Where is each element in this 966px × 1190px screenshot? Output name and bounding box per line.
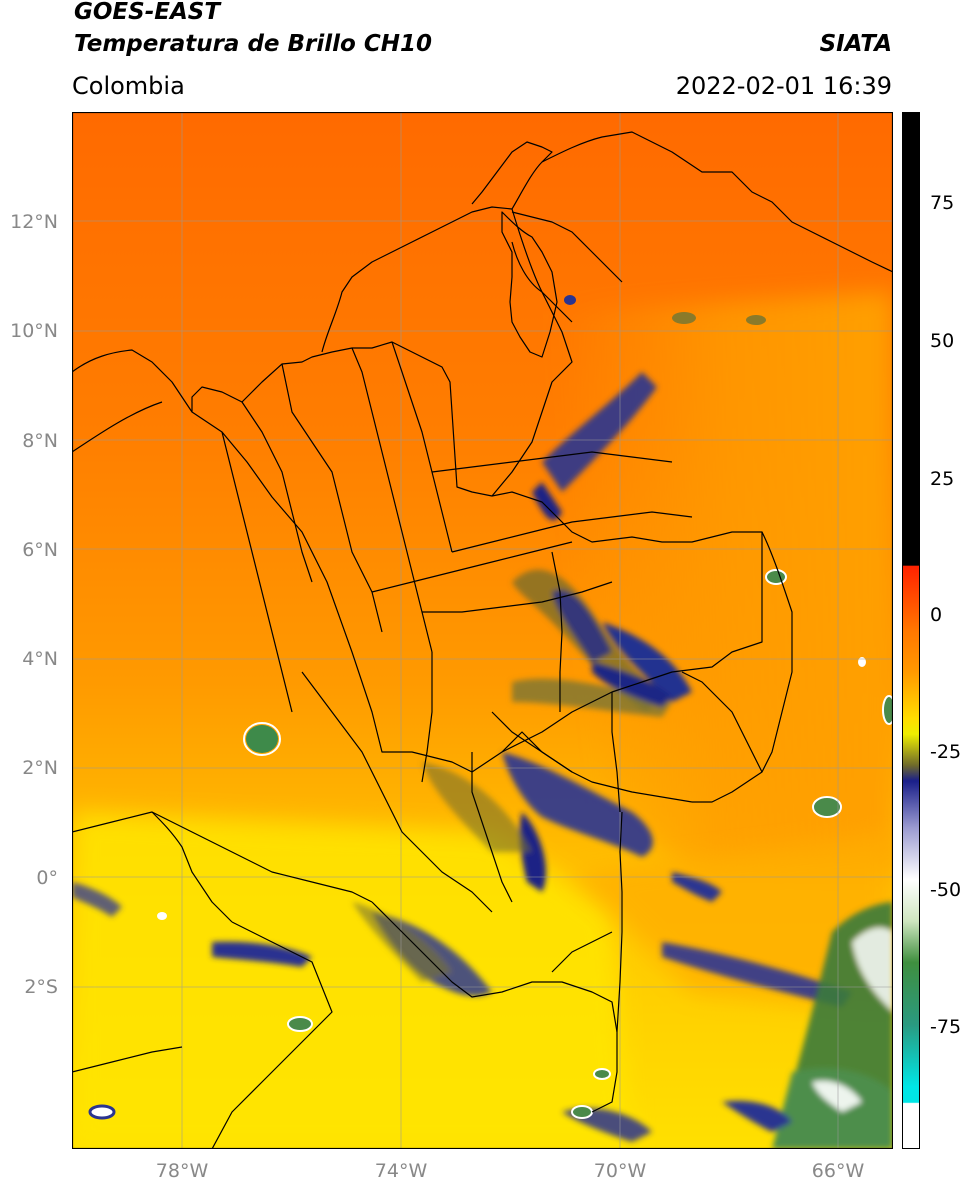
datetime-label: 2022-02-01 16:39 bbox=[675, 72, 892, 100]
colorbar-tick-minus-25: -25 bbox=[930, 741, 962, 763]
cloud-band-andes bbox=[512, 372, 692, 717]
satellite-title: GOES-EAST bbox=[74, 0, 221, 25]
cloud-deep-se bbox=[562, 902, 893, 1149]
colorbar-tick-minus-50: -50 bbox=[930, 879, 962, 901]
brightness-temperature-map bbox=[72, 112, 893, 1149]
agency-label: SIATA bbox=[819, 31, 892, 57]
lon-tick-66w: 66°W bbox=[811, 1160, 865, 1182]
lat-tick-4n: 4°N bbox=[22, 648, 58, 670]
lat-tick-6n: 6°N bbox=[22, 539, 58, 561]
colorbar-tick-25: 25 bbox=[930, 468, 955, 490]
lon-tick-78w: 78°W bbox=[155, 1160, 209, 1182]
lat-tick-0: 0° bbox=[36, 867, 58, 889]
lat-tick-10n: 10°N bbox=[10, 320, 58, 342]
map-frame bbox=[72, 112, 893, 1149]
lat-tick-2s: 2°S bbox=[24, 976, 58, 998]
colorbar-tick-75: 75 bbox=[930, 192, 955, 214]
product-title: Temperatura de Brillo CH10 bbox=[74, 31, 432, 57]
lat-tick-8n: 8°N bbox=[22, 430, 58, 452]
colorbar-tick-minus-75: -75 bbox=[930, 1016, 962, 1038]
region-label: Colombia bbox=[72, 72, 185, 100]
cloud-cells bbox=[88, 295, 893, 1120]
lat-tick-2n: 2°N bbox=[22, 757, 58, 779]
graticule bbox=[72, 112, 893, 1149]
lon-tick-70w: 70°W bbox=[593, 1160, 647, 1182]
colorbar bbox=[902, 112, 920, 1149]
borders bbox=[72, 131, 893, 1149]
colorbar-tick-50: 50 bbox=[930, 330, 955, 352]
lon-tick-74w: 74°W bbox=[374, 1160, 428, 1182]
lat-tick-12n: 12°N bbox=[10, 211, 58, 233]
colorbar-tick-0: 0 bbox=[930, 604, 943, 626]
colorbar-ramp bbox=[902, 112, 920, 1149]
